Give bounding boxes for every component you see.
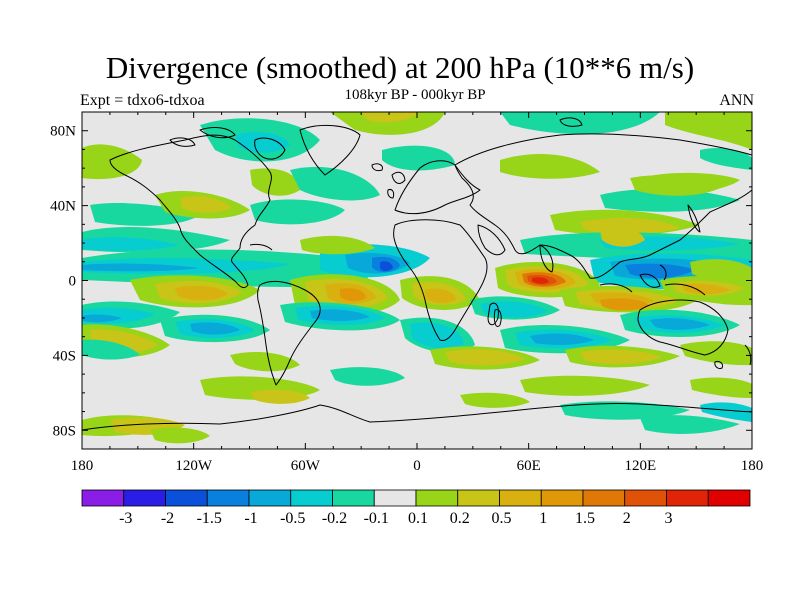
colorbar-swatch: [373, 489, 417, 507]
colorbar-swatch: [248, 489, 292, 507]
colorbar-label: -1: [244, 510, 257, 527]
colorbar-label: 1: [539, 510, 547, 527]
lon-tick-label: 120W: [175, 458, 213, 474]
colorbar-swatch: [165, 489, 208, 507]
coastlines: [82, 117, 752, 431]
colorbar-label: -0.1: [364, 510, 389, 527]
lon-tick-label: 60E: [517, 458, 541, 474]
colorbar-label: -2: [161, 510, 174, 527]
lon-tick-label: 180: [741, 458, 764, 474]
colorbar-swatch: [540, 489, 584, 507]
lat-tick-label: 80N: [50, 124, 76, 140]
colorbar-label: -1.5: [197, 510, 222, 527]
axis-labels: 180 120W 60W 0 60E 120E 180 80N 40N 0 40S 80S: [50, 124, 763, 474]
lat-tick-label: 0: [69, 274, 77, 290]
lat-tick-label: 40N: [50, 199, 76, 215]
colorbar-swatch: [707, 489, 751, 507]
colorbar-label: 0.1: [408, 510, 428, 527]
colorbar-swatch: [582, 489, 626, 507]
lon-tick-label: 120E: [624, 458, 656, 474]
colorbar-label: 0.5: [492, 510, 512, 527]
lon-tick-label: 180: [71, 458, 94, 474]
colorbar-swatch: [499, 489, 542, 507]
colorbar-swatch: [123, 489, 166, 507]
map-title: Divergence (smoothed) at 200 hPa (10**6 …: [105, 50, 695, 85]
colorbar-swatch: [666, 489, 709, 507]
colorbar-label: 0.2: [450, 510, 470, 527]
lon-tick-label: 0: [413, 458, 421, 474]
colorbar: -3 -2 -1.5 -1 -0.5 -0.2 -0.1 0.1 0.2 0.5 1 1.5 2 3: [81, 489, 751, 527]
colorbar-label: -3: [119, 510, 132, 527]
experiment-label: Expt = tdxo6-tdxoa: [80, 92, 205, 109]
colorbar-label: 3: [665, 510, 673, 527]
colorbar-swatch: [624, 489, 667, 507]
axis-ticks: [81, 111, 753, 450]
colorbar-swatch: [332, 489, 375, 507]
colorbar-swatch: [415, 489, 459, 507]
lat-tick-label: 80S: [53, 423, 76, 439]
lon-tick-label: 60W: [291, 458, 321, 474]
colorbar-label: -0.5: [280, 510, 305, 527]
colorbar-swatch: [457, 489, 500, 507]
colorbar-label: 2: [623, 510, 631, 527]
colorbar-label: 1.5: [575, 510, 595, 527]
season-label: ANN: [719, 92, 754, 109]
map-subtitle: 108kyr BP - 000kyr BP: [344, 87, 486, 103]
colorbar-swatch: [81, 489, 125, 507]
lat-tick-label: 40S: [53, 348, 76, 364]
colorbar-swatch: [290, 489, 333, 507]
colorbar-label: -0.2: [322, 510, 347, 527]
colorbar-swatch: [206, 489, 250, 507]
divergence-field: [82, 112, 752, 444]
